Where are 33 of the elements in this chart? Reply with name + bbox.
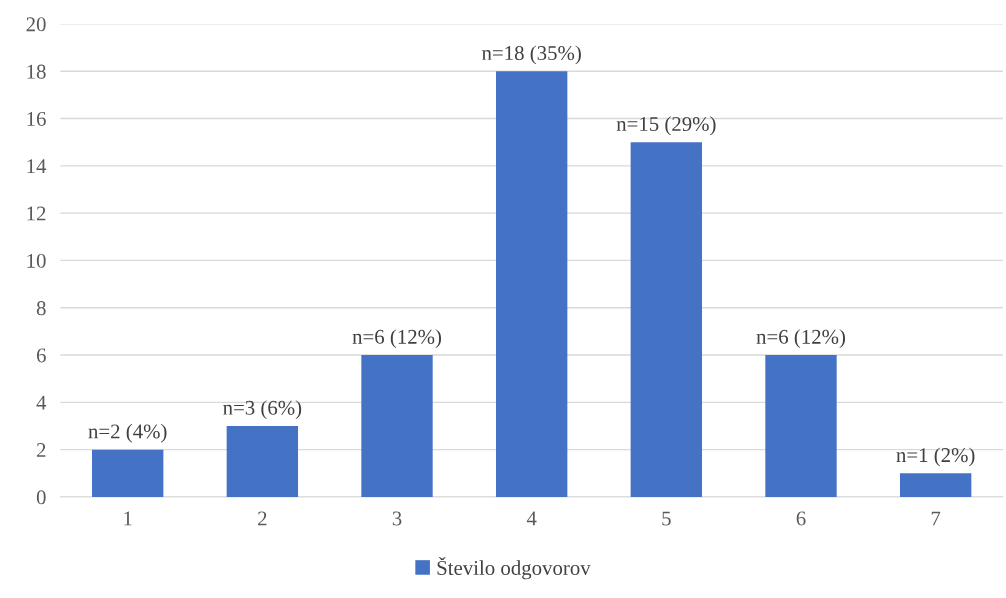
legend-label: Število odgovorov [437, 556, 591, 580]
data-label: n=2 (4%) [88, 423, 167, 443]
y-tick-label: 2 [36, 443, 46, 457]
x-tick-label: 1 [124, 511, 132, 526]
data-label: n=6 (12%) [352, 329, 442, 349]
bar [361, 355, 433, 497]
bar [765, 355, 837, 497]
y-tick-label: 8 [36, 301, 46, 316]
data-label: n=6 (12%) [756, 329, 845, 349]
data-label: n=1 (2%) [896, 447, 975, 467]
data-label: n=3 (6%) [223, 400, 302, 420]
bar [226, 425, 299, 497]
y-tick-label: 18 [27, 64, 46, 79]
y-tick-label: 14 [27, 159, 47, 174]
y-tick-label: 4 [36, 395, 47, 410]
bar [899, 473, 972, 497]
x-tick-label: 4 [526, 511, 537, 526]
y-tick-label: 20 [26, 17, 46, 32]
bar [92, 449, 164, 497]
bar [495, 71, 568, 497]
data-label: n=15 (29%) [616, 116, 716, 136]
y-tick-label: 6 [36, 348, 46, 363]
y-tick-label: 0 [36, 490, 46, 505]
x-tick-label: 2 [258, 511, 267, 526]
x-tick-label: 7 [931, 511, 941, 526]
y-tick-label: 12 [27, 206, 46, 221]
data-label: n=18 (35%) [482, 45, 581, 65]
x-tick-label: 3 [392, 511, 402, 526]
y-tick-label: 16 [27, 111, 46, 126]
y-tick-label: 10 [27, 253, 46, 268]
x-tick-label: 6 [796, 511, 806, 526]
x-tick-label: 5 [662, 511, 671, 526]
bar [630, 142, 703, 497]
